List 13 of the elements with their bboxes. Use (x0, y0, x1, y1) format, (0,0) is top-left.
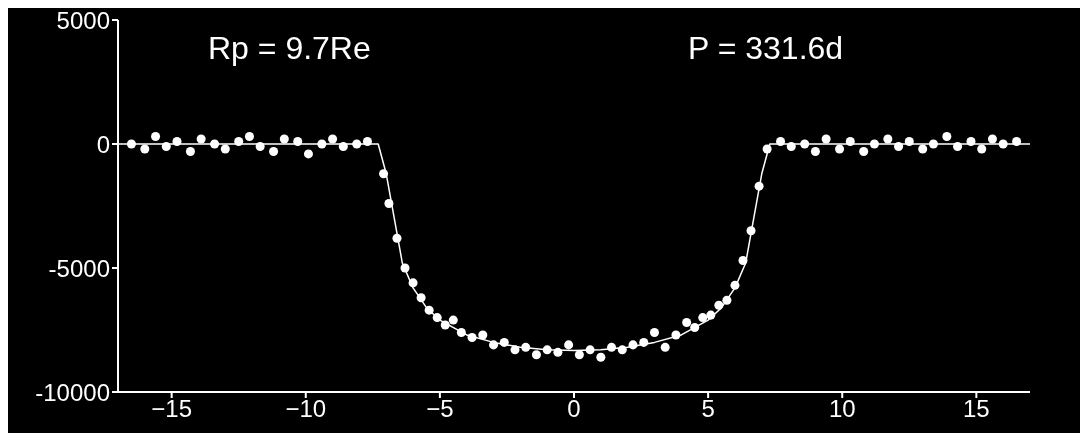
x-tick-label: 10 (828, 395, 856, 423)
x-tick-label: 5 (701, 395, 715, 423)
annotation: Rp = 9.7Re (208, 30, 371, 67)
y-tick-label: -10000 (35, 378, 110, 406)
x-tick-label: 15 (963, 395, 990, 423)
x-tick-label: −5 (426, 395, 454, 423)
y-tick-label: -5000 (48, 254, 110, 282)
annotation: P = 331.6d (688, 30, 844, 67)
x-tick-label: 0 (567, 395, 581, 423)
y-tick-label: 5000 (56, 6, 110, 34)
x-tick-label: −15 (151, 395, 193, 423)
x-tick-label: −10 (285, 395, 327, 423)
y-tick-label: 0 (96, 130, 110, 158)
